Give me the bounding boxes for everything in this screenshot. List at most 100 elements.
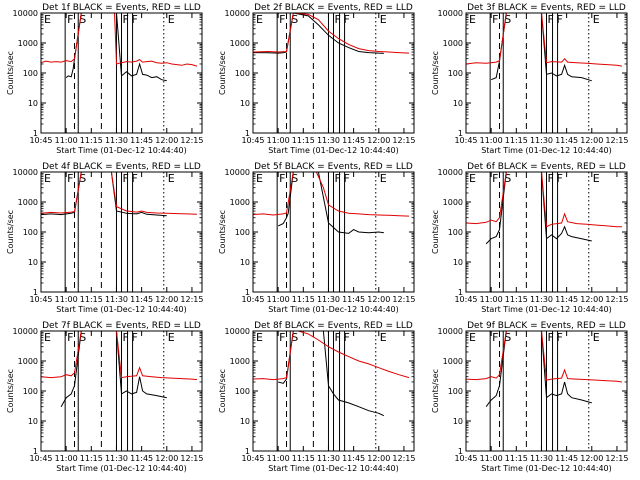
y-tick-label: 10000	[225, 168, 250, 177]
series-events	[278, 331, 385, 417]
y-tick-label: 100	[448, 69, 463, 78]
plot-frame	[40, 330, 203, 452]
event-marker: E	[168, 172, 175, 185]
y-tick-label: 100	[23, 387, 38, 396]
panel-7: Det 7f BLACK = Events, RED = LLD 1 10 100 10…	[6, 321, 203, 473]
y-tick-label: 100	[235, 387, 250, 396]
x-tick-label: 11:45	[555, 136, 578, 145]
x-axis-label: Start Time (01-Dec-12 10:44:40)	[268, 464, 399, 473]
y-tick-label: 10000	[13, 327, 38, 336]
event-marker: E	[469, 13, 476, 26]
y-tick-label: 1	[458, 288, 463, 297]
x-tick-label: 12:15	[392, 295, 415, 304]
series-lld	[253, 331, 410, 381]
x-tick-label: 11:15	[292, 454, 315, 463]
x-tick-label: 11:45	[130, 295, 153, 304]
series-lld	[41, 331, 198, 381]
y-tick-label: 1000	[230, 198, 250, 207]
y-tick-label: 10	[453, 417, 463, 426]
y-axis-label: Counts/sec	[6, 51, 15, 95]
y-tick-label: 1	[245, 288, 250, 297]
event-marker: S	[504, 172, 511, 185]
y-tick-label: 100	[448, 387, 463, 396]
y-axis-label: Counts/sec	[431, 51, 440, 95]
x-tick-label: 12:15	[180, 454, 203, 463]
panel-title: Det 6f BLACK = Events, RED = LLD	[467, 162, 626, 172]
y-tick-label: 1000	[443, 198, 463, 207]
x-axis-label: Start Time (01-Dec-12 10:44:40)	[268, 146, 399, 155]
event-marker: F	[557, 331, 563, 344]
x-tick-label: 11:30	[530, 454, 553, 463]
event-marker: F	[557, 172, 563, 185]
x-tick-label: 11:15	[505, 136, 528, 145]
event-marker: E	[168, 331, 175, 344]
x-tick-label: 10:45	[241, 454, 264, 463]
x-tick-label: 12:00	[155, 454, 178, 463]
y-tick-label: 1000	[18, 198, 38, 207]
event-marker: F	[492, 13, 498, 26]
y-tick-label: 1	[245, 129, 250, 138]
event-marker: E	[469, 331, 476, 344]
y-axis-label: Counts/sec	[218, 369, 227, 413]
event-marker: E	[168, 13, 175, 26]
event-marker: S	[79, 13, 86, 26]
x-tick-label: 11:15	[292, 295, 315, 304]
x-tick-label: 11:15	[80, 136, 103, 145]
x-tick-label: 11:30	[317, 454, 340, 463]
y-tick-label: 1	[33, 447, 38, 456]
x-tick-label: 11:30	[317, 295, 340, 304]
y-axis-label: Counts/sec	[6, 210, 15, 254]
x-tick-label: 11:45	[555, 295, 578, 304]
y-tick-label: 10000	[438, 327, 463, 336]
panel-title: Det 8f BLACK = Events, RED = LLD	[254, 321, 413, 331]
event-marker: E	[44, 172, 51, 185]
x-tick-label: 11:45	[130, 454, 153, 463]
series-lld	[466, 331, 623, 383]
panel-title: Det 2f BLACK = Events, RED = LLD	[254, 3, 413, 13]
panel-title: Det 7f BLACK = Events, RED = LLD	[42, 321, 201, 331]
x-tick-label: 11:00	[480, 136, 503, 145]
x-tick-label: 11:15	[80, 295, 103, 304]
y-tick-label: 100	[235, 69, 250, 78]
event-marker: F	[548, 331, 554, 344]
y-tick-label: 1000	[230, 39, 250, 48]
y-tick-label: 100	[23, 69, 38, 78]
plot-frame	[252, 171, 415, 293]
x-tick-label: 11:00	[267, 454, 290, 463]
series-events	[485, 172, 592, 245]
event-marker: F	[67, 172, 73, 185]
y-tick-label: 10	[28, 258, 38, 267]
y-tick-label: 1	[245, 447, 250, 456]
event-marker: F	[548, 172, 554, 185]
event-marker: F	[492, 172, 498, 185]
series-lld	[253, 172, 410, 217]
series-lld	[41, 172, 198, 215]
series-lld	[466, 13, 623, 67]
x-tick-label: 11:30	[105, 454, 128, 463]
panel-title: Det 5f BLACK = Events, RED = LLD	[254, 162, 413, 172]
y-tick-label: 10000	[13, 168, 38, 177]
panel-2: Det 2f BLACK = Events, RED = LLD 1 10 100 10…	[218, 3, 415, 155]
x-tick-label: 11:45	[555, 454, 578, 463]
panel-4: Det 4f BLACK = Events, RED = LLD 1 10 100 10…	[6, 162, 203, 314]
series-events	[41, 172, 167, 217]
x-tick-label: 11:30	[317, 136, 340, 145]
event-marker: F	[335, 172, 341, 185]
event-marker: E	[44, 13, 51, 26]
event-marker: E	[593, 172, 600, 185]
y-axis-label: Counts/sec	[218, 51, 227, 95]
x-tick-label: 11:30	[105, 136, 128, 145]
y-axis-label: Counts/sec	[431, 369, 440, 413]
event-marker: S	[79, 172, 86, 185]
x-tick-label: 12:15	[392, 454, 415, 463]
event-marker: F	[335, 13, 341, 26]
x-tick-label: 11:15	[505, 454, 528, 463]
x-tick-label: 12:00	[155, 295, 178, 304]
x-tick-label: 11:00	[267, 136, 290, 145]
x-tick-label: 10:45	[454, 295, 477, 304]
series-lld	[466, 172, 622, 228]
event-marker: F	[344, 172, 350, 185]
series-events	[253, 13, 384, 54]
y-tick-label: 10	[28, 417, 38, 426]
x-axis-label: Start Time (01-Dec-12 10:44:40)	[268, 305, 399, 314]
